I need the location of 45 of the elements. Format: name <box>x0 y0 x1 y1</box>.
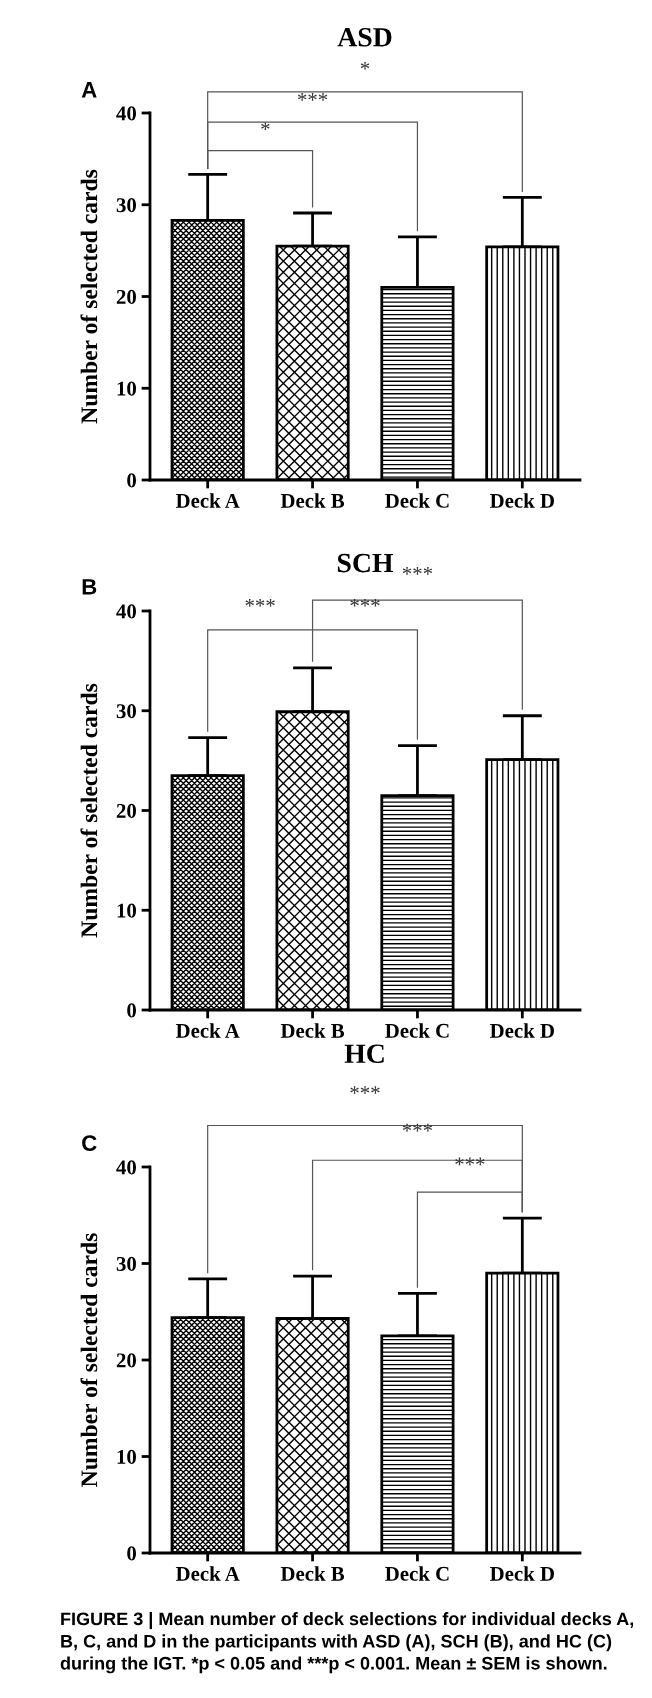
caption: FIGURE 3 | Mean number of deck selections for individual decks A, B, C, and D in the participants with ASD (A), SCH (B), and HC (C) during the IGT. *p < 0.05 and ***p < 0.001. Mean ± SEM is shown. <box>60 1612 634 1674</box>
y-tick-label: 40 <box>116 1160 137 1175</box>
x-tick-label: Deck A <box>175 1023 240 1038</box>
x-tick-label: Deck B <box>280 1023 345 1038</box>
text: *** <box>245 598 275 607</box>
text: B <box>82 579 97 595</box>
text: C <box>82 1135 97 1152</box>
annotation: * <box>261 122 270 131</box>
chart-title: ASD <box>337 27 392 47</box>
x-tick-label: Deck D <box>489 1023 554 1038</box>
x-tick-label: Deck A <box>175 493 240 508</box>
x-tick-label: Deck A <box>175 1566 240 1581</box>
x-tick-label: Deck B <box>280 1566 345 1581</box>
y-tick-label: 20 <box>116 1353 137 1368</box>
x-tick-label: Deck C <box>385 493 449 508</box>
x-tick-label: Deck C <box>385 1566 449 1581</box>
x-tick-label: Deck D <box>489 1566 554 1581</box>
y-tick-label: 20 <box>116 289 137 304</box>
text: *** <box>297 93 328 101</box>
y-tick-label: 30 <box>116 198 137 213</box>
y-tick-label: 0 <box>127 1003 137 1018</box>
text: A <box>81 82 97 98</box>
x-tick-label: Deck B <box>280 493 345 508</box>
y-tick-label: 40 <box>116 604 137 619</box>
chart-title: HC <box>344 1044 384 1064</box>
text: *** <box>350 1086 380 1094</box>
y-axis-title: Number of selected cards <box>80 169 98 424</box>
y-tick-label: 0 <box>127 473 137 488</box>
y-tick-label: 10 <box>117 381 137 396</box>
y-axis-title: Number of selected cards <box>80 1233 98 1487</box>
text: * <box>360 61 370 70</box>
y-tick-label: 30 <box>116 704 137 719</box>
y-tick-label: 20 <box>116 803 137 818</box>
y-tick-label: 30 <box>116 1256 137 1271</box>
y-axis-title: Number of selected cards <box>80 683 98 938</box>
x-tick-label: Deck C <box>385 1023 449 1038</box>
y-tick-label: 10 <box>117 1449 137 1464</box>
text: *** <box>350 598 380 607</box>
x-tick-label: Deck D <box>489 493 554 508</box>
text: *** <box>402 1123 433 1132</box>
y-tick-label: 40 <box>116 106 137 121</box>
y-tick-label: 0 <box>127 1546 137 1561</box>
y-tick-label: 10 <box>117 903 137 918</box>
text: *** <box>402 566 433 575</box>
chart-title: SCH <box>337 553 394 573</box>
